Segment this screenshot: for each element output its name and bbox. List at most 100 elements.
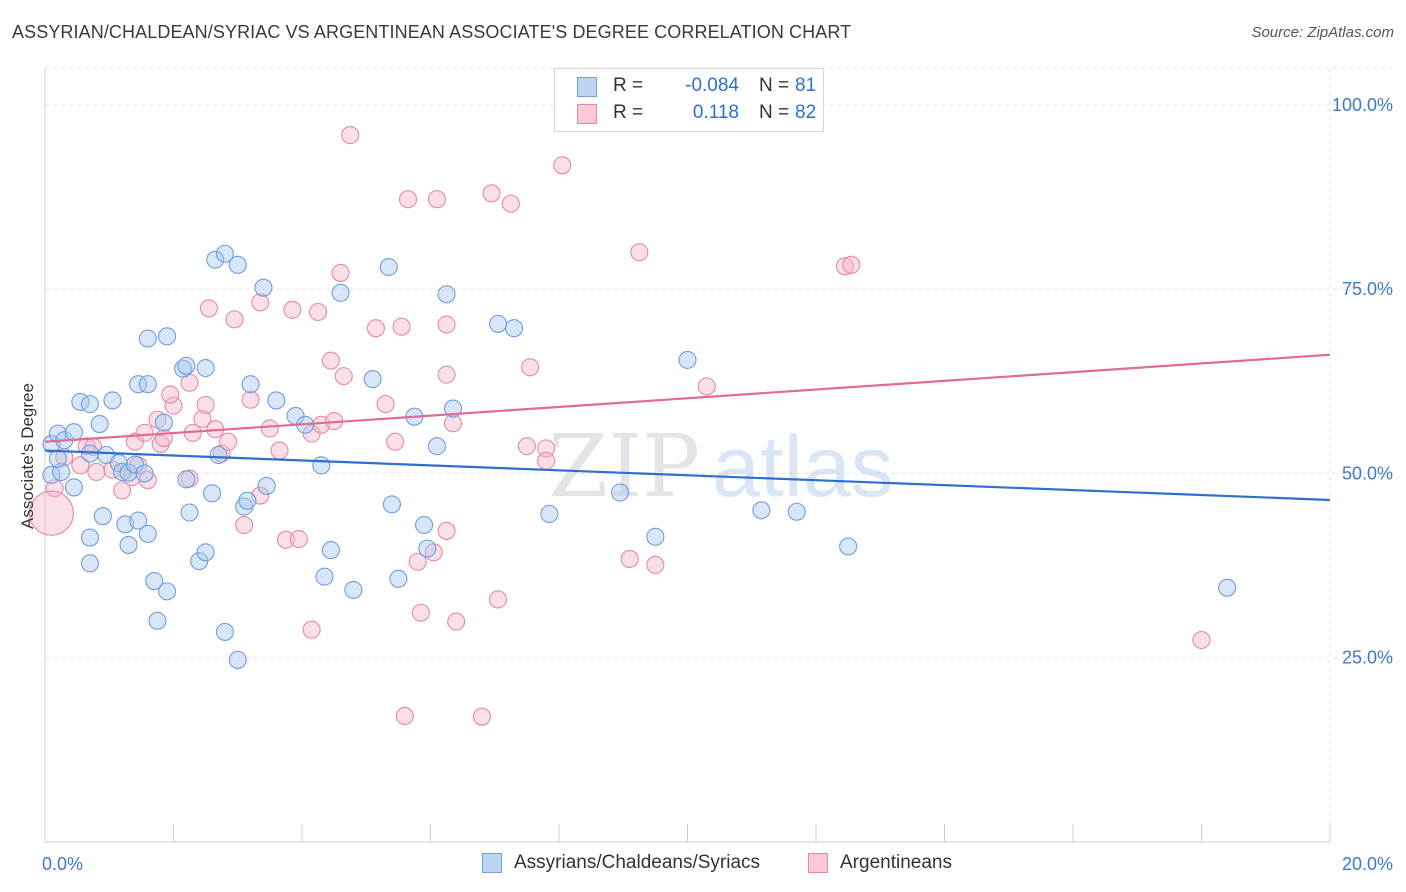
trend-lines (44, 353, 1331, 502)
data-point-assyrians (180, 503, 199, 522)
argentineans-legend-swatch (808, 853, 828, 873)
data-point-assyrians (228, 255, 247, 274)
data-point-assyrians (321, 541, 340, 560)
data-point-argentineans (276, 530, 295, 549)
data-point-assyrians (203, 484, 222, 503)
data-point-assyrians (504, 319, 524, 338)
data-point-argentineans (87, 462, 106, 482)
data-point-assyrians (215, 244, 234, 263)
data-point-assyrians (129, 511, 148, 530)
data-point-assyrians (610, 483, 630, 502)
data-point-argentineans (620, 549, 639, 568)
data-point-assyrians (52, 462, 71, 482)
data-point-assyrians (215, 622, 234, 641)
data-point-assyrians (427, 437, 446, 456)
r-value-argentineans: 0.118 (692, 102, 739, 123)
data-point-assyrians (177, 470, 196, 489)
data-point-assyrians (415, 515, 434, 535)
y-axis-label: Associate's Degree (18, 383, 37, 529)
data-point-argentineans (395, 706, 414, 725)
data-point-argentineans (537, 439, 556, 458)
n-value-argentineans: 82 (795, 102, 817, 123)
data-point-assyrians (96, 445, 116, 465)
data-point-assyrians (93, 507, 112, 526)
data-point-assyrians (254, 278, 273, 297)
grid-layer (45, 67, 1392, 842)
data-point-assyrians (389, 569, 408, 588)
y-tick-label: 75.0% (1342, 279, 1393, 299)
data-point-argentineans (270, 441, 289, 460)
r-value-assyrians: -0.084 (685, 75, 739, 96)
data-point-argentineans (135, 423, 154, 442)
data-point-argentineans (482, 184, 501, 203)
data-point-argentineans (437, 365, 456, 384)
data-point-assyrians (80, 528, 100, 547)
y-tick-label: 100.0% (1332, 95, 1393, 115)
data-point-assyrians (379, 257, 398, 277)
data-point-argentineans (251, 293, 270, 312)
data-point-assyrians (363, 370, 382, 389)
data-point-assyrians (64, 423, 83, 442)
data-point-argentineans (151, 434, 170, 453)
data-point-argentineans (283, 300, 302, 319)
data-point-assyrians (257, 476, 276, 496)
data-point-argentineans (225, 310, 244, 329)
data-point-argentineans (1192, 630, 1211, 650)
data-point-assyrians (678, 350, 697, 369)
data-point-assyrians (382, 495, 402, 514)
data-point-assyrians (437, 285, 456, 304)
axis-layer (44, 68, 1331, 843)
data-point-assyrians (315, 567, 334, 586)
argentineans-points (28, 83, 1211, 726)
data-point-assyrians (138, 375, 157, 394)
data-point-argentineans (193, 409, 212, 428)
data-point-assyrians (1218, 578, 1237, 597)
data-point-assyrians (145, 572, 164, 591)
tick-labels: 25.0% 50.0% 75.0% 100.0% 0.0% 20.0% (42, 95, 1393, 874)
data-point-argentineans (341, 126, 360, 145)
data-point-assyrians (540, 504, 559, 524)
data-point-assyrians (196, 543, 215, 562)
data-point-argentineans (309, 302, 328, 322)
data-point-assyrians (196, 358, 215, 378)
data-point-assyrians (238, 491, 257, 510)
data-point-assyrians (154, 413, 173, 432)
data-point-assyrians (90, 414, 109, 434)
data-point-assyrians (138, 329, 157, 348)
data-point-argentineans (392, 317, 411, 336)
trend-line-argentineans (44, 353, 1331, 443)
r-label: R = (613, 75, 644, 96)
stats-legend: R = -0.084 N = 81 R = 0.118 N = 82 (554, 68, 824, 132)
data-point-assyrians (839, 537, 858, 556)
y-tick-label: 50.0% (1342, 463, 1393, 483)
data-point-assyrians (174, 359, 193, 378)
data-point-argentineans (447, 612, 466, 631)
data-point-argentineans (411, 603, 430, 622)
data-point-argentineans (289, 529, 308, 549)
data-point-assyrians (488, 314, 508, 333)
data-point-argentineans (219, 432, 238, 451)
data-point-assyrians (646, 527, 665, 546)
argentineans-swatch (577, 104, 597, 124)
data-point-argentineans (398, 190, 418, 209)
data-point-argentineans (199, 299, 218, 318)
data-point-argentineans (630, 243, 649, 262)
data-point-assyrians (135, 464, 154, 483)
data-point-assyrians (209, 445, 228, 465)
n-value-assyrians: 81 (795, 75, 817, 96)
x-tick-label: 0.0% (42, 854, 83, 874)
data-point-argentineans (488, 590, 508, 609)
source-label: Source: ZipAtlas.com (1251, 24, 1394, 41)
data-point-assyrians (138, 524, 157, 543)
data-point-argentineans (154, 428, 173, 448)
data-point-assyrians (177, 356, 196, 375)
data-point-assyrians (119, 535, 138, 554)
data-point-assyrians (206, 250, 225, 269)
data-point-assyrians (787, 502, 806, 521)
assyrians-swatch (577, 77, 597, 97)
data-point-argentineans (260, 419, 279, 438)
data-point-argentineans (376, 395, 395, 414)
data-point-argentineans (472, 707, 491, 726)
data-point-argentineans (334, 367, 353, 386)
